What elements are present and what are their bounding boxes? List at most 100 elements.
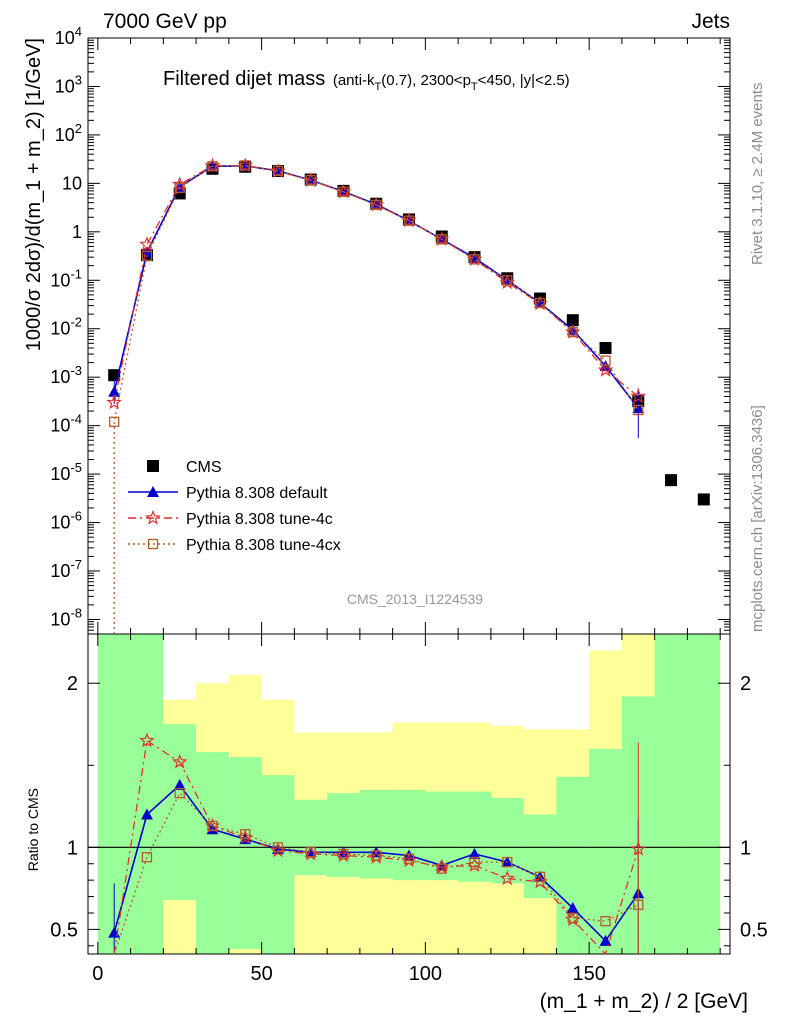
ratio-point [371,850,382,861]
series-line-3 [113,164,639,634]
ratio-panel-frame [87,633,731,955]
y-tick-label: 102 [55,121,82,145]
band-green [523,814,557,899]
ratio-point [171,753,188,769]
data-point [305,174,316,186]
ratio-point [240,829,251,840]
data-point [139,236,155,252]
ratio-point [305,847,316,858]
data-point [633,404,644,416]
ratio-tick-label: 2 [740,673,751,695]
ratio-line-3 [113,792,639,955]
y-axis-label: 1000/σ 2dσ)/d(m_1 + m_2) [1/GeV] [23,38,45,351]
data-point [141,250,153,261]
data-point [630,388,647,404]
legend-marker [145,509,161,525]
ratio-point [468,847,481,859]
y-tick-label: 10-8 [50,605,82,629]
ratio-tick-label: 0.5 [50,919,78,941]
ratio-series [108,732,647,956]
analysis-id: CMS_2013_I1224539 [347,591,483,607]
band-green [228,757,262,950]
band-green [556,776,590,954]
main-panel-frame [87,37,731,635]
ratio-point [502,856,513,868]
mcplots-label: mcplots.cern.ch [arXiv:1306.3436] [749,405,766,632]
band-green [654,634,688,954]
main-series [106,157,710,634]
data-point [240,160,251,171]
data-point [597,361,614,377]
ratio-point [141,852,153,863]
legend-marker [147,460,159,472]
band-green [687,634,721,954]
ratio-y-label: Ratio to CMS [25,788,41,871]
ratio-point [337,846,350,858]
data-point [567,327,578,338]
ratio-point [599,934,612,946]
rivet-label: Rivet 3.1.10, ≥ 2.4M events [749,83,766,266]
data-point [371,199,382,211]
band-green [130,634,164,954]
data-point [272,165,284,176]
ratio-point [140,808,153,820]
x-tick-label: 100 [409,963,442,985]
y-tick-label: 10-1 [50,266,82,290]
legend-label: Pythia 8.308 default [186,485,328,502]
ratio-tick-label: 2 [67,673,78,695]
data-point [436,234,447,245]
x-tick-label: 150 [572,963,605,985]
y-tick-label: 10-6 [50,509,82,533]
data-point [207,161,218,172]
band-green [163,724,197,900]
ratio-point [338,848,349,860]
ratio-point [566,902,579,914]
band-green [327,793,360,877]
data-point [106,394,122,410]
data-point [109,416,120,427]
ratio-tick-label: 0.5 [740,919,768,941]
y-tick-label: 103 [55,72,82,96]
band-green [196,752,229,954]
data-point [469,254,480,265]
band-green [392,789,426,881]
data-point [600,355,611,366]
y-tick-label: 1 [72,222,82,242]
ratio-bands [97,634,721,954]
ratio-tick-label: 1 [67,837,78,859]
ratio-point [174,788,185,799]
ratio-point [207,820,218,832]
plot-title: Filtered dijet mass (anti-kT(0.7), 2300<… [163,68,570,93]
ratio-point [469,856,480,868]
ratio-point [139,732,155,748]
y-tick-label: 10-2 [50,315,82,339]
data-point [338,186,349,197]
legend-marker [147,538,159,550]
y-tick-label: 104 [55,24,82,48]
y-tick-label: 10-7 [50,557,82,581]
x-tick-label: 50 [250,963,272,985]
data-point [632,402,645,414]
data-point [171,176,188,192]
ratio-point [600,916,611,927]
band-green [359,789,393,879]
header-right: Jets [691,10,730,33]
y-tick-label: 10-5 [50,460,82,484]
axes-ticks: 10-810-710-610-510-410-310-210-111010210… [50,24,768,985]
legend-marker [147,486,159,497]
y-tick-label: 10 [62,173,82,193]
ratio-point [272,842,284,853]
band-green [294,799,328,876]
data-point [665,474,678,487]
legend-label: Pythia 8.308 tune-4c [186,511,333,528]
x-tick-label: 0 [92,963,103,985]
ratio-tick-label: 1 [740,837,751,859]
ratio-line-2 [113,739,639,956]
header-left: 7000 GeV pp [103,10,227,33]
ratio-point [534,871,546,883]
band-green [490,798,524,884]
data-point [534,297,546,309]
band-green [261,775,295,954]
data-point [403,215,415,226]
